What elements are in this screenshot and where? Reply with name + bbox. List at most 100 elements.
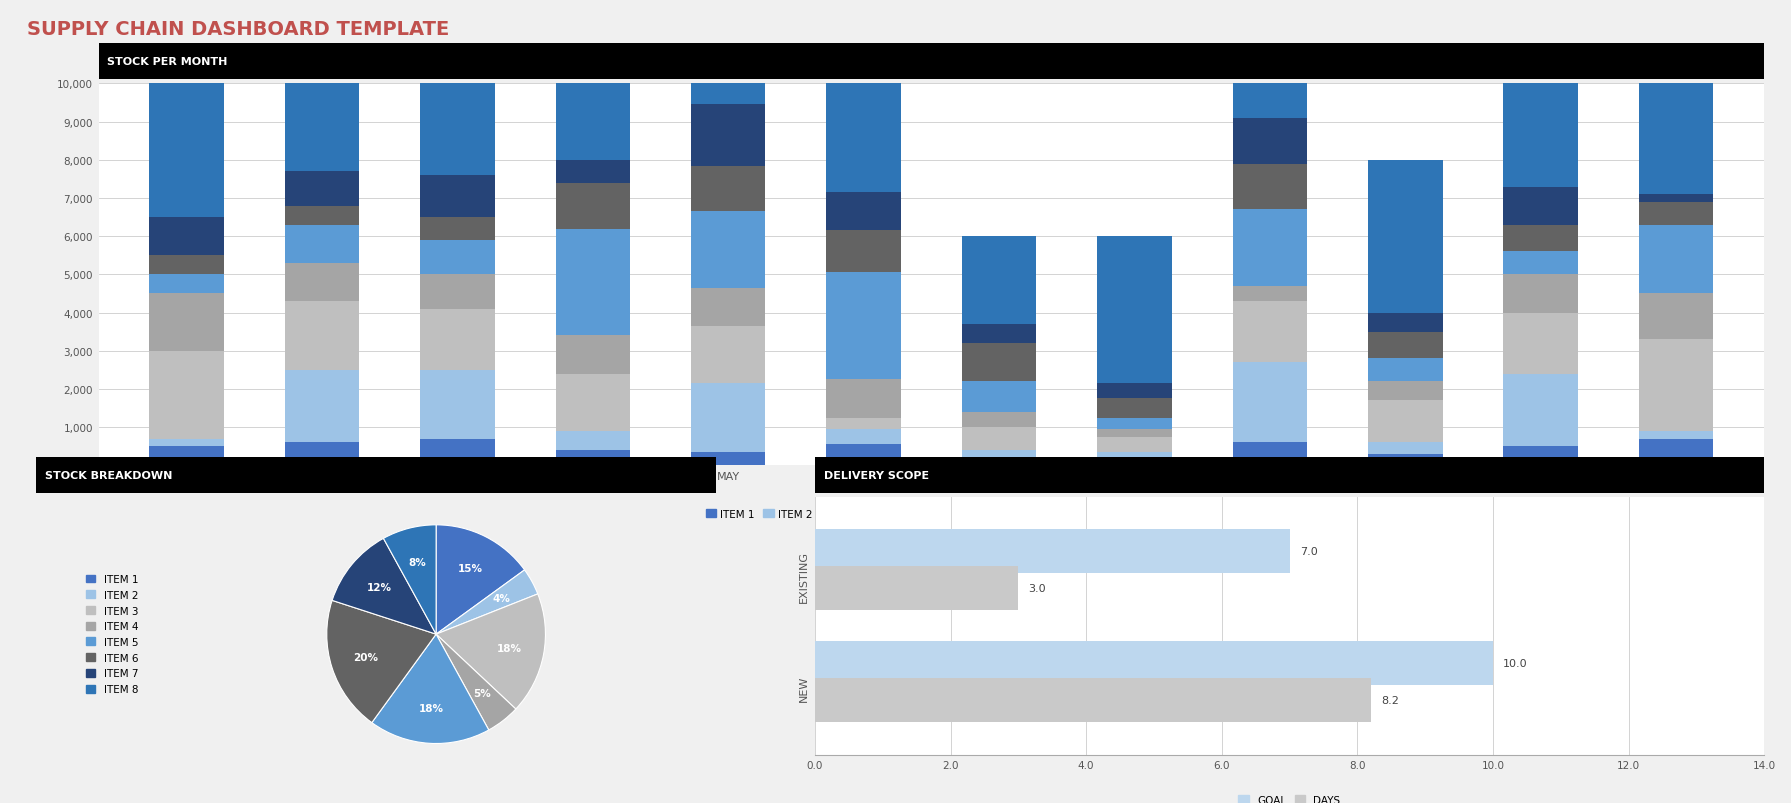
- Bar: [691, 48, 765, 105]
- Bar: [691, 288, 765, 327]
- Bar: [1368, 454, 1442, 466]
- Bar: [1368, 443, 1442, 454]
- Bar: [1368, 381, 1442, 401]
- Bar: [1368, 359, 1442, 381]
- Bar: [1639, 202, 1714, 226]
- Bar: [1503, 275, 1578, 313]
- Bar: [1098, 418, 1171, 430]
- Text: 20%: 20%: [353, 652, 378, 662]
- Bar: [285, 206, 360, 226]
- Bar: [555, 161, 630, 183]
- Bar: [826, 418, 901, 430]
- Text: 8%: 8%: [408, 557, 426, 568]
- Text: 15%: 15%: [457, 563, 482, 573]
- Bar: [815, 641, 1494, 685]
- Text: DELIVERY SCOPE: DELIVERY SCOPE: [824, 471, 930, 481]
- Bar: [691, 327, 765, 384]
- Bar: [421, 309, 494, 370]
- Text: 4%: 4%: [493, 593, 510, 604]
- Bar: [962, 381, 1037, 413]
- Bar: [149, 352, 224, 439]
- Bar: [962, 324, 1037, 344]
- Bar: [149, 275, 224, 294]
- Bar: [1639, 84, 1714, 195]
- Bar: [826, 430, 901, 445]
- Bar: [1639, 340, 1714, 431]
- Bar: [149, 294, 224, 352]
- Bar: [1098, 430, 1171, 437]
- Bar: [285, 172, 360, 206]
- Text: 8.2: 8.2: [1381, 695, 1399, 705]
- Wedge shape: [383, 525, 437, 634]
- Bar: [826, 231, 901, 273]
- Bar: [1232, 363, 1307, 443]
- Text: 7.0: 7.0: [1300, 547, 1318, 556]
- Bar: [1368, 161, 1442, 313]
- Bar: [1503, 252, 1578, 275]
- Text: 18%: 18%: [496, 643, 521, 654]
- Bar: [1232, 302, 1307, 363]
- Bar: [285, 370, 360, 443]
- Bar: [285, 443, 360, 466]
- Bar: [1503, 84, 1578, 187]
- Bar: [555, 183, 630, 230]
- Bar: [1503, 446, 1578, 466]
- Bar: [691, 452, 765, 466]
- Bar: [691, 105, 765, 166]
- Bar: [421, 46, 494, 176]
- Bar: [1098, 384, 1171, 399]
- Legend: GOAL, DAYS: GOAL, DAYS: [1234, 791, 1345, 803]
- Bar: [1098, 452, 1171, 460]
- Bar: [691, 384, 765, 452]
- Text: 10.0: 10.0: [1503, 658, 1528, 668]
- Bar: [691, 212, 765, 288]
- Wedge shape: [326, 601, 437, 723]
- Bar: [815, 529, 1290, 573]
- Text: 12%: 12%: [367, 582, 390, 592]
- Wedge shape: [437, 634, 516, 730]
- Bar: [555, 431, 630, 450]
- Bar: [826, 193, 901, 231]
- Bar: [555, 230, 630, 336]
- Bar: [1368, 401, 1442, 443]
- Bar: [962, 237, 1037, 324]
- Wedge shape: [437, 570, 537, 634]
- Bar: [1503, 313, 1578, 374]
- Bar: [826, 445, 901, 466]
- Bar: [826, 380, 901, 418]
- Bar: [421, 370, 494, 439]
- Bar: [1098, 437, 1171, 452]
- Bar: [1232, 119, 1307, 165]
- Bar: [815, 566, 1019, 610]
- Bar: [1639, 431, 1714, 439]
- Text: SUPPLY CHAIN DASHBOARD TEMPLATE: SUPPLY CHAIN DASHBOARD TEMPLATE: [27, 20, 450, 39]
- Wedge shape: [331, 539, 437, 634]
- Bar: [149, 84, 224, 218]
- Bar: [149, 439, 224, 446]
- Bar: [555, 374, 630, 431]
- Bar: [1098, 460, 1171, 466]
- Bar: [1639, 226, 1714, 294]
- Bar: [1368, 332, 1442, 359]
- Text: 18%: 18%: [419, 703, 444, 714]
- Bar: [962, 413, 1037, 427]
- Bar: [285, 302, 360, 370]
- Bar: [421, 275, 494, 309]
- Bar: [1503, 226, 1578, 252]
- Bar: [149, 218, 224, 256]
- Wedge shape: [435, 525, 525, 634]
- Bar: [826, 84, 901, 193]
- Bar: [285, 46, 360, 172]
- Bar: [149, 446, 224, 466]
- Bar: [962, 427, 1037, 450]
- Bar: [1232, 443, 1307, 466]
- Bar: [1368, 313, 1442, 332]
- Bar: [962, 450, 1037, 458]
- Bar: [1639, 439, 1714, 466]
- Text: 3.0: 3.0: [1028, 583, 1046, 593]
- Bar: [1232, 210, 1307, 287]
- Bar: [1098, 237, 1171, 384]
- Bar: [1639, 294, 1714, 340]
- Bar: [421, 241, 494, 275]
- Bar: [421, 218, 494, 241]
